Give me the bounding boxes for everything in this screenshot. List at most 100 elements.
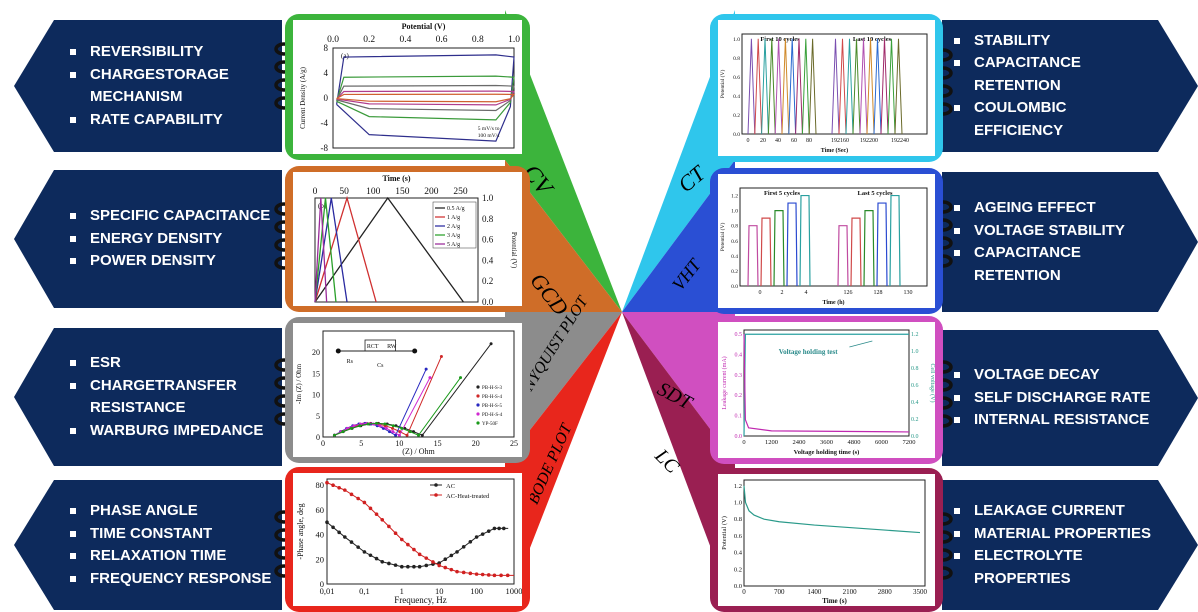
banner-text: ESR CHARGETRANSFER RESISTANCE WARBURG IMPED… xyxy=(66,328,272,466)
data-point xyxy=(374,556,379,561)
tick-label: 0.6 xyxy=(731,239,738,245)
data-point xyxy=(341,430,345,434)
legend-label: PD-H-S-4 xyxy=(482,413,503,418)
annotation: 5 mV/s to xyxy=(478,126,500,132)
nyquist-curve xyxy=(334,377,461,436)
axis-title: Potential (V) xyxy=(719,70,726,99)
plot-frame xyxy=(322,330,515,438)
tick-label: 0.4 xyxy=(482,255,494,265)
data-point xyxy=(356,545,360,549)
tick-label: 0.2 xyxy=(482,276,493,286)
tick-label: 192240 xyxy=(891,138,909,144)
tick-label: 1.2 xyxy=(734,483,742,490)
chart-panel-sdt: 0.0 0.1 0.2 0.3 0.4 0.5 0.0 0.2 0.4 0.6 0.8 1.0 1.2 0… xyxy=(710,316,943,464)
left-banner: REVERSIBILITY CHARGESTORAGE MECHANISM RATE … xyxy=(14,20,282,152)
banner-split-word: CHARGE xyxy=(90,65,156,83)
ct-cycle xyxy=(781,38,790,135)
tick-label: 0 xyxy=(324,93,329,103)
data-point xyxy=(349,540,354,544)
fan-wedge xyxy=(505,160,622,312)
vht-hold xyxy=(876,202,888,287)
legend-marker xyxy=(434,493,438,497)
ct-cycle xyxy=(859,38,868,135)
data-point xyxy=(497,526,501,531)
tick-label: 0.0 xyxy=(911,434,919,440)
data-point xyxy=(387,430,391,434)
tick-label: 1000 xyxy=(506,586,523,596)
legend-box xyxy=(432,201,477,249)
data-point xyxy=(397,433,401,437)
axis-title: Potential (V) xyxy=(719,223,726,252)
chart-svg: 0.0 0.1 0.2 0.3 0.4 0.5 0.0 0.2 0.4 0.6 0.8 1.0 1.2 0… xyxy=(721,329,935,456)
ct-cycle xyxy=(845,38,854,135)
tick-label: 6000 xyxy=(875,439,888,446)
data-point xyxy=(349,426,353,430)
banner-item: COULOMBIC EFFICIENCY xyxy=(950,97,1154,142)
banner-list: AGEING EFFECT VOLTAGE STABILITY CAPACITANC… xyxy=(950,197,1154,287)
data-point xyxy=(474,535,479,539)
data-point xyxy=(380,517,385,522)
ct-cycle xyxy=(761,38,769,135)
tick-label: 1.0 xyxy=(911,349,919,355)
banner-item: RETENTION xyxy=(974,76,1061,94)
banner-item: CAPACITANCE xyxy=(950,52,1154,75)
plot-frame xyxy=(743,329,910,437)
gcd-cycle xyxy=(314,197,348,303)
tick-label: 5 xyxy=(359,439,363,448)
banner-item: WARBURG IMPEDANCE xyxy=(66,420,272,443)
tick-label: 0.1 xyxy=(735,414,743,420)
data-point xyxy=(449,553,454,558)
tick-label: 0.8 xyxy=(472,35,484,45)
tick-label: 0.0 xyxy=(327,35,339,45)
tick-label: 0 xyxy=(742,588,746,596)
data-point xyxy=(443,565,448,570)
data-point xyxy=(337,485,341,490)
circuit-branch xyxy=(364,339,396,352)
annotation: First 5 cycles xyxy=(764,190,801,197)
tick-label: 0.2 xyxy=(731,269,738,275)
tick-label: 7200 xyxy=(903,439,916,446)
tick-label: 700 xyxy=(774,588,785,596)
tick-label: 100 xyxy=(470,586,483,596)
banner-list: STABILITY CAPACITANCE RETENTION COULOMBIC E… xyxy=(950,30,1154,143)
chart-area: 0.0 0.1 0.2 0.3 0.4 0.5 0.0 0.2 0.4 0.6 0.8 1.0 1.2 0… xyxy=(718,322,935,458)
vht-hold xyxy=(889,194,901,287)
data-point xyxy=(325,520,329,525)
tick-label: 0.2 xyxy=(733,113,740,119)
tick-label: 150 xyxy=(395,187,410,197)
data-point xyxy=(331,483,335,488)
tick-label: 1200 xyxy=(765,439,778,446)
data-point xyxy=(461,570,466,575)
legend-label: PB-H-S-5 xyxy=(482,404,503,409)
tick-label: 0 xyxy=(742,439,745,446)
ct-cycle xyxy=(887,38,896,135)
banner-item: CHARGESTORAGE xyxy=(66,64,272,87)
chart-panel-nyquist: 0 5 10 15 20 25 0 5 10 15 20 (Z) / Ohm -Im (Z) / Ohm… xyxy=(285,317,530,463)
banner-shape xyxy=(14,328,282,466)
chart-area: Potential (V) 0.0 0.2 0.4 0.6 0.8 1.0 8 4 0 -4 -8 Cu… xyxy=(293,20,522,154)
tick-label: 0.8 xyxy=(733,56,740,62)
tick-label: 128 xyxy=(874,290,883,296)
legend-label: AC-Heat-treated xyxy=(446,493,490,500)
data-point xyxy=(455,550,459,554)
tick-label: 1.0 xyxy=(733,37,740,43)
tick-label: -4 xyxy=(321,118,329,128)
tick-label: 0 xyxy=(316,433,320,442)
tick-label: 192160 xyxy=(831,138,849,144)
tick-label: 0.2 xyxy=(911,417,919,423)
right-banner: AGEING EFFECT VOLTAGE STABILITY CAPACITANC… xyxy=(942,172,1198,312)
banner-item: LEAKAGE CURRENT xyxy=(950,500,1154,523)
tick-label: 100 xyxy=(366,187,381,197)
data-point xyxy=(424,563,429,568)
tick-label: 0.3 xyxy=(735,373,743,379)
chart-panel-vht: 0.0 0.2 0.4 0.6 0.8 1.0 1.2 0 2 4 126 128 130 Time (h… xyxy=(710,168,943,314)
gcd-cycle xyxy=(314,195,377,303)
banner-item: RESISTANCE xyxy=(90,399,186,416)
cv-loop xyxy=(336,93,516,103)
annotation: Voltage holding test xyxy=(779,348,839,356)
tick-label: 0.8 xyxy=(734,516,742,523)
tick-label: 250 xyxy=(453,187,468,197)
tick-label: 0.6 xyxy=(734,533,743,540)
